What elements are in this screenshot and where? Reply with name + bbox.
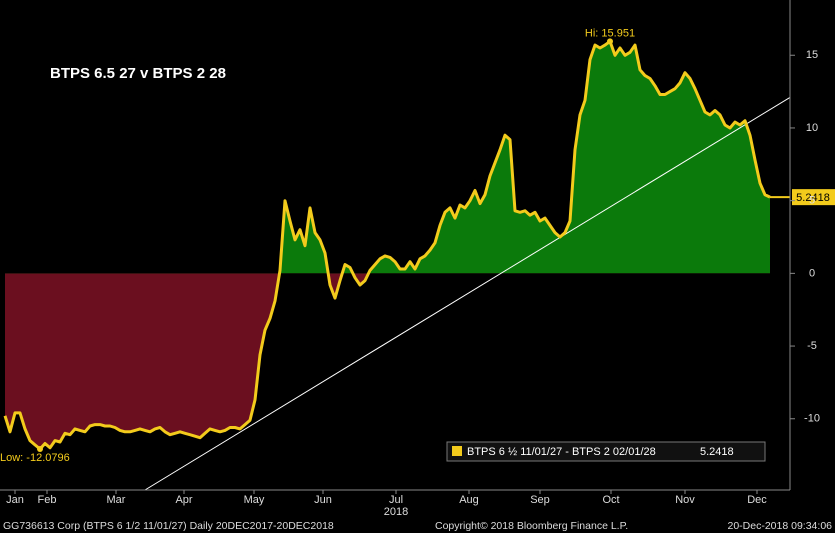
year-label: 2018 — [384, 506, 408, 518]
low-label: Low: -12.0796 — [0, 452, 70, 464]
x-tick-label: Oct — [602, 494, 619, 506]
footer-center: Copyright© 2018 Bloomberg Finance L.P. — [435, 520, 628, 532]
legend-value: 5.2418 — [700, 446, 734, 458]
y-tick-label: 10 — [806, 122, 818, 134]
series-line — [3, 39, 771, 451]
legend: BTPS 6 ½ 11/01/27 - BTPS 2 02/01/28 5.24… — [446, 441, 766, 462]
x-tick-label: Jun — [314, 494, 332, 506]
x-tick-label: May — [244, 494, 265, 506]
area-positive — [5, 41, 770, 274]
x-tick-label: Nov — [675, 494, 695, 506]
last-box — [792, 189, 835, 206]
y-tick-label: -10 — [804, 413, 820, 425]
y-tick-label: -5 — [807, 340, 817, 352]
x-tick-label: Jan — [6, 494, 24, 506]
footer-right: 20-Dec-2018 09:34:06 — [728, 520, 833, 532]
x-tick-label: Aug — [459, 494, 479, 506]
x-tick-label: Jul — [389, 494, 403, 506]
x-tick-label: Sep — [530, 494, 550, 506]
trendline — [144, 96, 791, 491]
x-tick-label: Mar — [107, 494, 126, 506]
legend-label: BTPS 6 ½ 11/01/27 - BTPS 2 02/01/28 — [467, 446, 656, 458]
last-label: 5.2418 — [796, 192, 830, 204]
y-tick-label: 15 — [806, 49, 818, 61]
plot-area: Hi: 15.951 Low: -12.0796 5.2418 — [0, 27, 835, 491]
x-tick-label: Apr — [175, 494, 192, 506]
footer-left: GG736613 Corp (BTPS 6 1/2 11/01/27) Dail… — [3, 520, 334, 532]
x-tick-label: Dec — [747, 494, 767, 506]
chart-title: BTPS 6.5 27 v BTPS 2 28 — [50, 65, 226, 82]
area-negative — [5, 273, 369, 449]
hi-marker — [607, 38, 613, 45]
low-marker — [37, 445, 43, 452]
y-tick-label: 5 — [809, 195, 815, 207]
y-tick-label: 0 — [809, 267, 815, 279]
hi-label: Hi: 15.951 — [585, 27, 635, 39]
x-tick-label: Feb — [38, 494, 57, 506]
legend-swatch — [452, 446, 462, 456]
legend-box — [446, 441, 766, 462]
